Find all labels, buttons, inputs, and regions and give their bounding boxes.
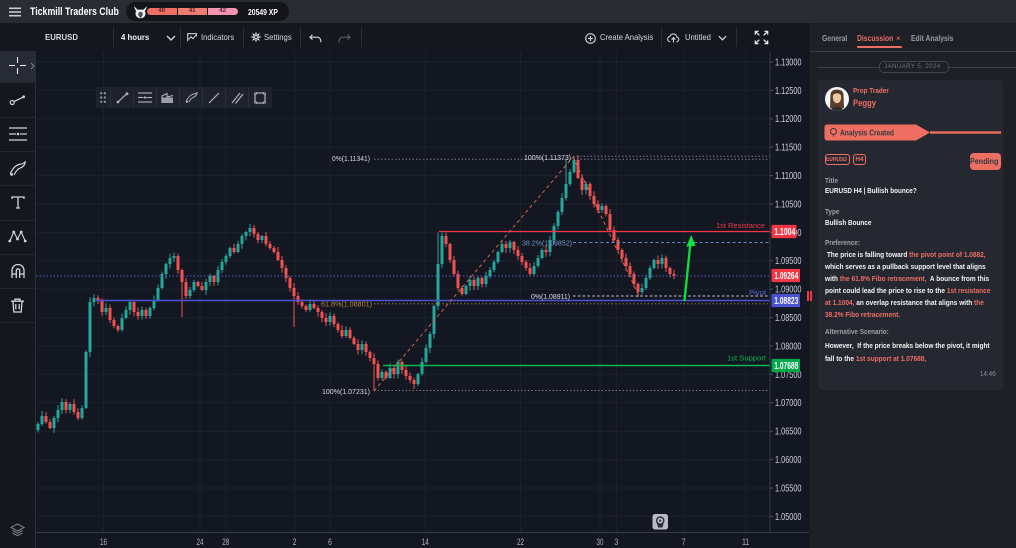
svg-text:1.08000: 1.08000	[775, 341, 802, 352]
svg-text:1.12500: 1.12500	[775, 86, 802, 97]
svg-text:1.07688: 1.07688	[774, 361, 798, 372]
svg-text:1.06000: 1.06000	[775, 455, 802, 466]
svg-text:30: 30	[597, 537, 604, 547]
svg-text:16: 16	[100, 537, 107, 547]
svg-text:14: 14	[422, 537, 429, 547]
svg-text:7: 7	[682, 537, 686, 547]
svg-text:11: 11	[742, 537, 749, 547]
svg-text:6: 6	[328, 537, 332, 547]
svg-text:1.07500: 1.07500	[775, 370, 802, 381]
svg-text:1st Resistance: 1st Resistance	[716, 221, 765, 230]
svg-text:2: 2	[293, 537, 297, 547]
svg-text:3: 3	[615, 537, 619, 547]
svg-text:1.12000: 1.12000	[775, 114, 802, 125]
svg-text:38.2%(1.09852): 38.2%(1.09852)	[522, 239, 572, 248]
svg-text:1.08500: 1.08500	[775, 313, 802, 324]
svg-text:1st Support: 1st Support	[727, 354, 766, 363]
svg-text:100%(1.07231): 100%(1.07231)	[322, 387, 370, 396]
svg-text:1.10500: 1.10500	[775, 199, 802, 210]
svg-text:1.09500: 1.09500	[775, 256, 802, 267]
svg-text:1.07000: 1.07000	[775, 398, 802, 409]
svg-text:1.09264: 1.09264	[774, 271, 798, 282]
svg-text:1.11000: 1.11000	[775, 171, 802, 182]
svg-text:1.06500: 1.06500	[775, 427, 802, 438]
svg-text:1.11500: 1.11500	[775, 143, 802, 154]
svg-text:1.08823: 1.08823	[774, 296, 798, 307]
svg-text:Pivot: Pivot	[749, 288, 766, 297]
svg-text:Analysis Created: Analysis Created	[840, 129, 894, 138]
svg-text:61.8%(1.08801): 61.8%(1.08801)	[321, 300, 372, 309]
svg-text:22: 22	[517, 537, 524, 547]
svg-text:1.05500: 1.05500	[775, 483, 802, 494]
svg-text:1.1004: 1.1004	[774, 227, 795, 238]
svg-text:1.13000: 1.13000	[775, 57, 802, 68]
svg-text:28: 28	[222, 537, 229, 547]
svg-text:0%(1.08911): 0%(1.08911)	[531, 292, 570, 301]
svg-text:1.09000: 1.09000	[775, 285, 802, 296]
svg-text:1.05000: 1.05000	[775, 512, 802, 523]
svg-text:100%(1.11373): 100%(1.11373)	[524, 153, 571, 162]
svg-text:0%(1.11341): 0%(1.11341)	[332, 154, 370, 163]
svg-text:24: 24	[197, 537, 204, 547]
